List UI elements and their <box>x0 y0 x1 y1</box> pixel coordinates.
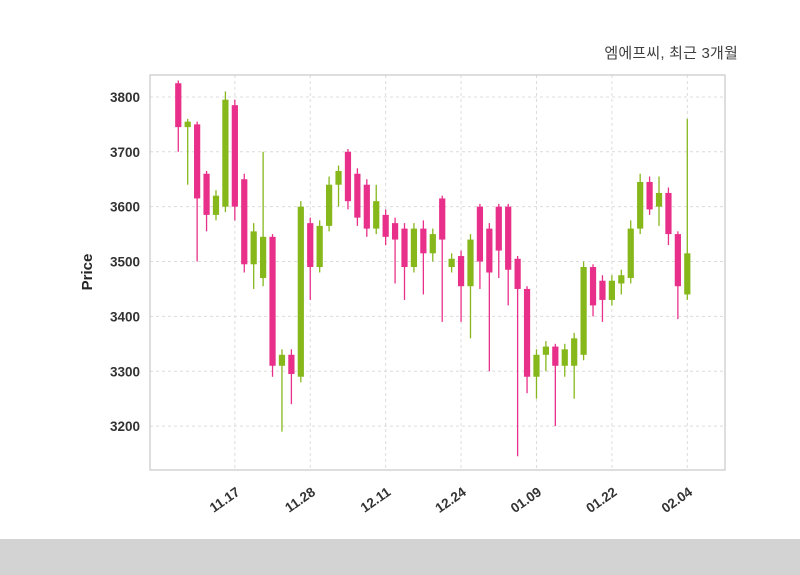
candle-body-up <box>222 99 229 207</box>
candle-body-up <box>250 231 257 265</box>
bottom-strip <box>0 539 800 575</box>
candle-body-up <box>684 253 691 295</box>
candle-body-up <box>448 258 455 268</box>
candle-body-down <box>495 206 502 251</box>
candle-body-down <box>241 179 248 265</box>
candle-body-down <box>589 267 597 306</box>
y-tick-label: 3300 <box>110 364 140 379</box>
y-tick-label: 3800 <box>110 90 140 105</box>
x-tick-label: 11.28 <box>282 484 318 516</box>
candle-body-up <box>533 354 540 377</box>
plot-border <box>149 74 726 471</box>
candle-body-down <box>344 151 352 202</box>
candle-body-up <box>467 239 474 287</box>
candle-body-up <box>212 195 220 215</box>
candle-body-up <box>655 192 663 207</box>
candle-body-up <box>297 206 304 377</box>
candle-body-up <box>429 234 436 254</box>
x-tick-label: 02.04 <box>659 484 696 516</box>
candle-body-down <box>646 181 653 210</box>
candle-body-down <box>420 228 427 254</box>
y-tick-label: 3600 <box>110 200 140 215</box>
candle-body-down <box>439 198 446 240</box>
candle-body-up <box>325 184 333 226</box>
candle-body-down <box>194 124 201 199</box>
candle-body-down <box>307 223 314 268</box>
candle-body-down <box>175 83 182 128</box>
candle-body-down <box>665 192 672 235</box>
candle-body-down <box>363 184 370 229</box>
candle-body-up <box>410 228 418 268</box>
candle-body-down <box>391 223 399 240</box>
candle-body-up <box>637 181 644 229</box>
candle-body-up <box>618 275 625 284</box>
candle-body-down <box>514 258 521 289</box>
candle-body-down <box>231 105 238 207</box>
x-tick-label: 01.22 <box>583 484 619 516</box>
chart-title: 엠에프씨, 최근 3개월 <box>604 45 738 62</box>
candle-body-up <box>373 201 380 229</box>
candle-body-up <box>561 349 568 366</box>
candle-body-down <box>552 346 559 366</box>
candle-body-up <box>608 280 615 300</box>
x-tick-label: 12.11 <box>358 484 394 516</box>
x-tick-label: 01.09 <box>508 484 544 516</box>
x-tick-label: 11.17 <box>207 484 243 515</box>
candle-body-up <box>542 346 550 355</box>
candle-body-up <box>278 354 286 366</box>
y-tick-label: 3500 <box>110 255 140 270</box>
candle-body-up <box>184 121 191 128</box>
candle-body-down <box>401 228 408 268</box>
candle-body-up <box>260 236 267 278</box>
candle-body-up <box>571 338 578 366</box>
candle-body-down <box>599 280 606 300</box>
candle-body-down <box>486 228 493 273</box>
candle-body-down <box>674 234 681 287</box>
candle-body-up <box>627 228 634 278</box>
candle-body-up <box>580 267 587 355</box>
y-tick-label: 3700 <box>110 145 140 160</box>
candle-body-down <box>382 214 389 237</box>
candle-body-down <box>269 236 276 366</box>
y-tick-label: 3200 <box>110 419 140 434</box>
candle-body-up <box>335 171 342 185</box>
candle-body-down <box>505 206 512 270</box>
candle-body-down <box>203 173 210 215</box>
candle-body-down <box>476 206 484 262</box>
y-tick-label: 3400 <box>110 309 140 324</box>
x-tick-label: 12.24 <box>432 484 469 516</box>
candle-body-down <box>354 173 361 218</box>
candle-body-down <box>523 288 531 377</box>
candle-body-down <box>288 354 295 374</box>
candle-body-down <box>457 256 465 287</box>
candle-body-up <box>316 225 323 268</box>
